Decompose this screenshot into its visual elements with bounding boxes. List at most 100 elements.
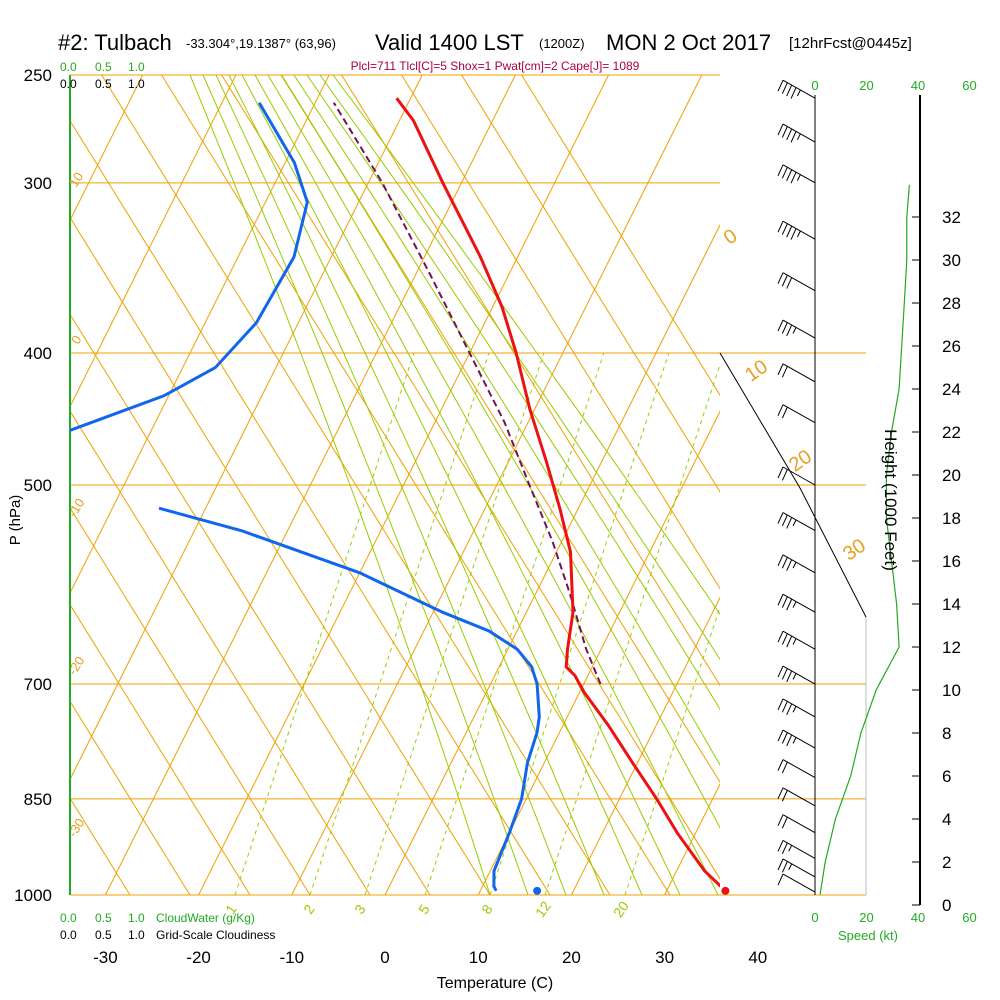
cloud-cover-tick-top: 0.0 xyxy=(60,77,77,91)
temperature-profile-line xyxy=(395,97,720,888)
isotherm-label: 30 xyxy=(839,535,870,566)
date-label: MON 2 Oct 2017 xyxy=(606,30,771,55)
mixing-ratio-line xyxy=(364,352,545,895)
height-tick-label: 8 xyxy=(942,724,951,743)
wind-barb xyxy=(777,164,816,184)
wind-barb xyxy=(777,814,816,834)
temperature-tick-label: -30 xyxy=(93,948,118,967)
mixing-ratio-line xyxy=(424,352,605,895)
dry-adiabat-label: -30 xyxy=(65,816,88,840)
wind-barb xyxy=(777,123,816,143)
cloud-cover-tick-bottom: 1.0 xyxy=(128,928,145,942)
cloud-cover-tick-bottom: 0.5 xyxy=(95,928,112,942)
mixing-ratio-line xyxy=(309,352,490,895)
height-tick-label: 20 xyxy=(942,466,961,485)
moist-adiabat-line xyxy=(319,75,720,661)
isotherm-label: 10 xyxy=(741,356,772,387)
pressure-tick-labels: 250 300 400 500 700 850 1000 xyxy=(14,66,52,905)
isotherm-line xyxy=(70,75,144,222)
height-tick-label: 14 xyxy=(942,595,961,614)
dry-adiabat-line xyxy=(0,75,10,895)
height-tick-label: 6 xyxy=(942,767,951,786)
dry-adiabat-line xyxy=(70,506,311,895)
dry-adiabat-label: -20 xyxy=(65,654,88,678)
wind-barb xyxy=(777,665,816,685)
wind-barb xyxy=(777,220,816,240)
wind-barb xyxy=(777,272,816,292)
cloud-water-tick-bottom: 0.5 xyxy=(95,911,112,925)
wind-barb xyxy=(777,319,816,339)
height-tick-label: 12 xyxy=(942,638,961,657)
cloud-scale-bottom: 0.0 0.5 1.0 CloudWater (g/Kg) 0.0 0.5 1.… xyxy=(60,911,275,942)
moist-adiabat-line xyxy=(267,75,719,895)
station-coords: -33.304°,19.1387° (63,96) xyxy=(186,36,336,51)
wind-barb xyxy=(777,839,816,859)
wind-barbs xyxy=(777,79,816,893)
height-tick-label: 30 xyxy=(942,251,961,270)
wind-barb xyxy=(777,363,816,383)
cloud-water-tick-bottom: 0.0 xyxy=(60,911,77,925)
wind-barb xyxy=(777,593,816,613)
cloud-water-tick-top: 0.0 xyxy=(60,60,77,74)
dry-adiabat-line xyxy=(521,75,720,396)
mixing-ratio-label: 8 xyxy=(478,901,496,917)
moist-adiabat-line xyxy=(280,75,720,829)
pressure-tick-label: 300 xyxy=(24,174,52,193)
surface-temperature-marker xyxy=(721,886,730,895)
y-axis-title: P (hPa) xyxy=(7,495,24,546)
moist-adiabat-line xyxy=(306,75,720,711)
speed-tick-top: 0 xyxy=(811,78,818,93)
pressure-tick-label: 500 xyxy=(24,476,52,495)
speed-tick-top: 60 xyxy=(962,78,976,93)
temperature-tick-labels: -30 -20 -10 0 10 20 30 40 xyxy=(93,948,767,967)
height-tick-label: 18 xyxy=(942,509,961,528)
temperature-tick-label: 10 xyxy=(469,948,488,967)
moist-adiabat-line xyxy=(254,75,681,895)
isotherm-line xyxy=(570,596,720,895)
speed-tick-top: 20 xyxy=(859,78,873,93)
wind-barb xyxy=(777,512,816,531)
wind-speed-profile-line xyxy=(819,184,910,895)
dewpoint-profile-line xyxy=(158,506,541,892)
mixing-ratio-line xyxy=(624,605,720,895)
isotherm-label: 20 xyxy=(785,446,816,477)
isotherm-label: 0 xyxy=(720,225,742,249)
valid-time: Valid 1400 LST xyxy=(375,30,524,55)
moist-adiabat-line xyxy=(293,75,720,766)
wind-barb xyxy=(777,858,816,878)
height-tick-label: 16 xyxy=(942,552,961,571)
mixing-ratio-label: 12 xyxy=(532,898,554,920)
cloud-cover-label: Grid-Scale Cloudiness xyxy=(156,928,275,942)
wind-barb xyxy=(777,729,816,749)
height-tick-label: 24 xyxy=(942,380,961,399)
mixing-ratio-label: 5 xyxy=(415,901,433,917)
speed-axis-label: Speed (kt) xyxy=(838,928,898,943)
station-title: #2: Tulbach xyxy=(58,30,172,55)
temperature-tick-label: 0 xyxy=(380,948,389,967)
dry-adiabat-line xyxy=(70,700,191,895)
wind-barb xyxy=(777,873,816,893)
speed-tick-bottom: 20 xyxy=(859,910,873,925)
mixing-ratio-line xyxy=(489,352,670,895)
wind-barb xyxy=(777,630,816,650)
height-tick-label: 26 xyxy=(942,337,961,356)
moist-adiabat-line xyxy=(332,75,720,615)
height-boundary-line xyxy=(719,352,867,895)
height-tick-label: 22 xyxy=(942,423,961,442)
moist-adiabat-line xyxy=(241,75,643,895)
temperature-tick-label: 40 xyxy=(748,948,767,967)
speed-tick-bottom: 0 xyxy=(811,910,818,925)
forecast-label: [12hrFcst@0445z] xyxy=(789,35,912,52)
pressure-tick-label: 700 xyxy=(24,675,52,694)
profile-lines xyxy=(70,97,720,892)
isobar-lines xyxy=(70,74,866,896)
height-tick-label: 10 xyxy=(942,681,961,700)
isotherm-line xyxy=(70,75,237,408)
moist-adiabat-line xyxy=(189,75,491,895)
parcel-profile-line xyxy=(332,102,602,685)
pressure-tick-label: 250 xyxy=(24,66,52,85)
height-tick-label: 32 xyxy=(942,208,961,227)
utc-time: (1200Z) xyxy=(539,36,585,51)
temperature-tick-label: 30 xyxy=(655,948,674,967)
wind-barb xyxy=(777,787,816,807)
